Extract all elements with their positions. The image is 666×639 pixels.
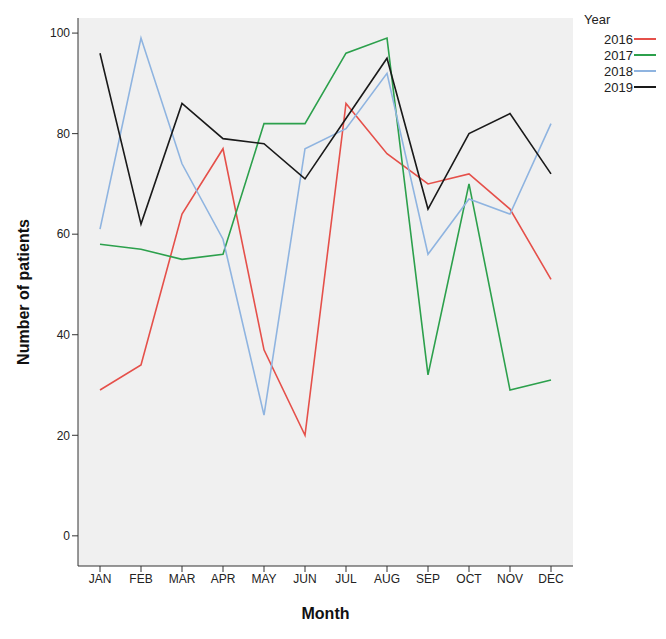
svg-text:60: 60 xyxy=(57,227,71,241)
svg-text:JUN: JUN xyxy=(293,572,316,586)
svg-text:JUL: JUL xyxy=(335,572,357,586)
svg-text:80: 80 xyxy=(57,127,71,141)
svg-text:AUG: AUG xyxy=(374,572,400,586)
html-text:2017: 2017 xyxy=(604,47,633,63)
svg-text:0: 0 xyxy=(63,529,70,543)
html-text:2016: 2016 xyxy=(604,31,633,47)
svg-text:MAY: MAY xyxy=(251,572,276,586)
svg-text:40: 40 xyxy=(57,328,71,342)
svg-text:DEC: DEC xyxy=(538,572,564,586)
svg-text:NOV: NOV xyxy=(497,572,523,586)
html-text:2019: 2019 xyxy=(604,79,633,95)
svg-text:Month: Month xyxy=(302,605,350,622)
html-text:2018: 2018 xyxy=(604,63,633,79)
svg-text:MAR: MAR xyxy=(169,572,196,586)
svg-text:JAN: JAN xyxy=(89,572,112,586)
svg-text:FEB: FEB xyxy=(129,572,152,586)
svg-text:20: 20 xyxy=(57,429,71,443)
svg-text:OCT: OCT xyxy=(456,572,482,586)
svg-text:100: 100 xyxy=(50,26,70,40)
svg-text:Number of patients: Number of patients xyxy=(15,219,32,365)
html-text:Year: Year xyxy=(584,12,611,27)
svg-text:SEP: SEP xyxy=(416,572,440,586)
svg-text:APR: APR xyxy=(211,572,236,586)
